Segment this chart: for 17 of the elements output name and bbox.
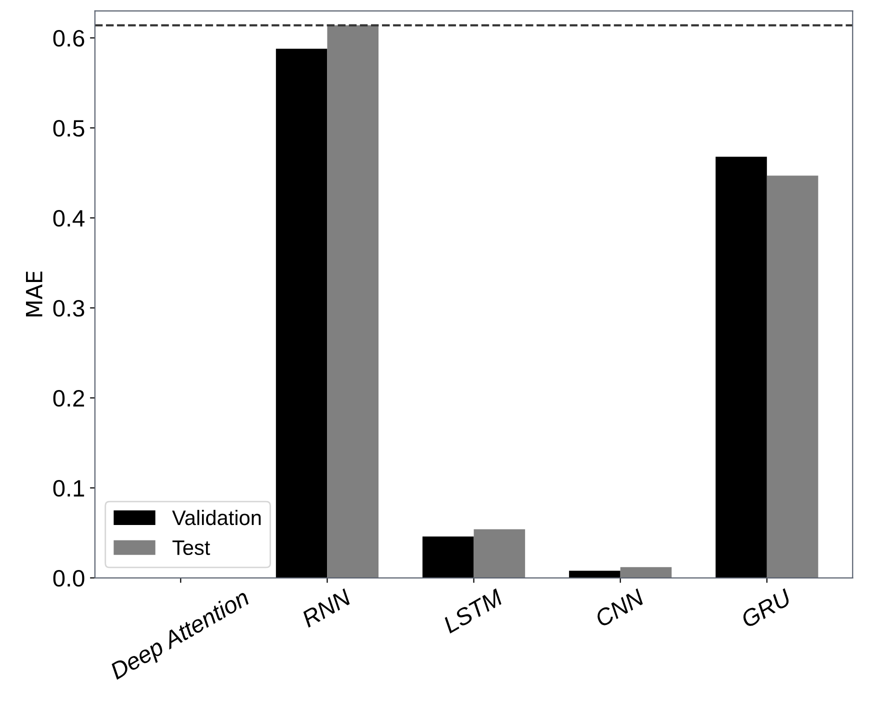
y-tick-label: 0.0: [53, 570, 84, 587]
bar: [474, 529, 526, 578]
x-tick-label: CNN: [594, 588, 646, 628]
y-tick-label: 0.2: [53, 390, 84, 407]
bar: [327, 25, 379, 578]
y-tick-label: 0.3: [53, 300, 84, 317]
x-tick-label: GRU: [740, 588, 793, 628]
y-tick-label: 0.5: [53, 120, 84, 137]
legend-label: Validation: [172, 510, 261, 526]
bar: [766, 176, 818, 578]
y-tick-label: 0.1: [53, 480, 84, 497]
y-axis-title: MAE: [26, 272, 42, 316]
bar: [620, 567, 672, 578]
x-tick-label: RNN: [300, 588, 352, 628]
legend-label: Test: [172, 540, 210, 556]
y-tick-label: 0.4: [53, 210, 85, 227]
y-tick-label: 0.6: [53, 30, 84, 47]
